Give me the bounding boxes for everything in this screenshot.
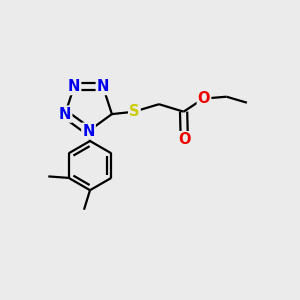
Text: O: O	[178, 132, 190, 147]
Text: S: S	[129, 104, 140, 119]
Text: O: O	[198, 91, 210, 106]
Text: N: N	[59, 106, 71, 122]
Text: N: N	[82, 124, 95, 139]
Text: N: N	[97, 79, 109, 94]
Text: N: N	[68, 79, 80, 94]
